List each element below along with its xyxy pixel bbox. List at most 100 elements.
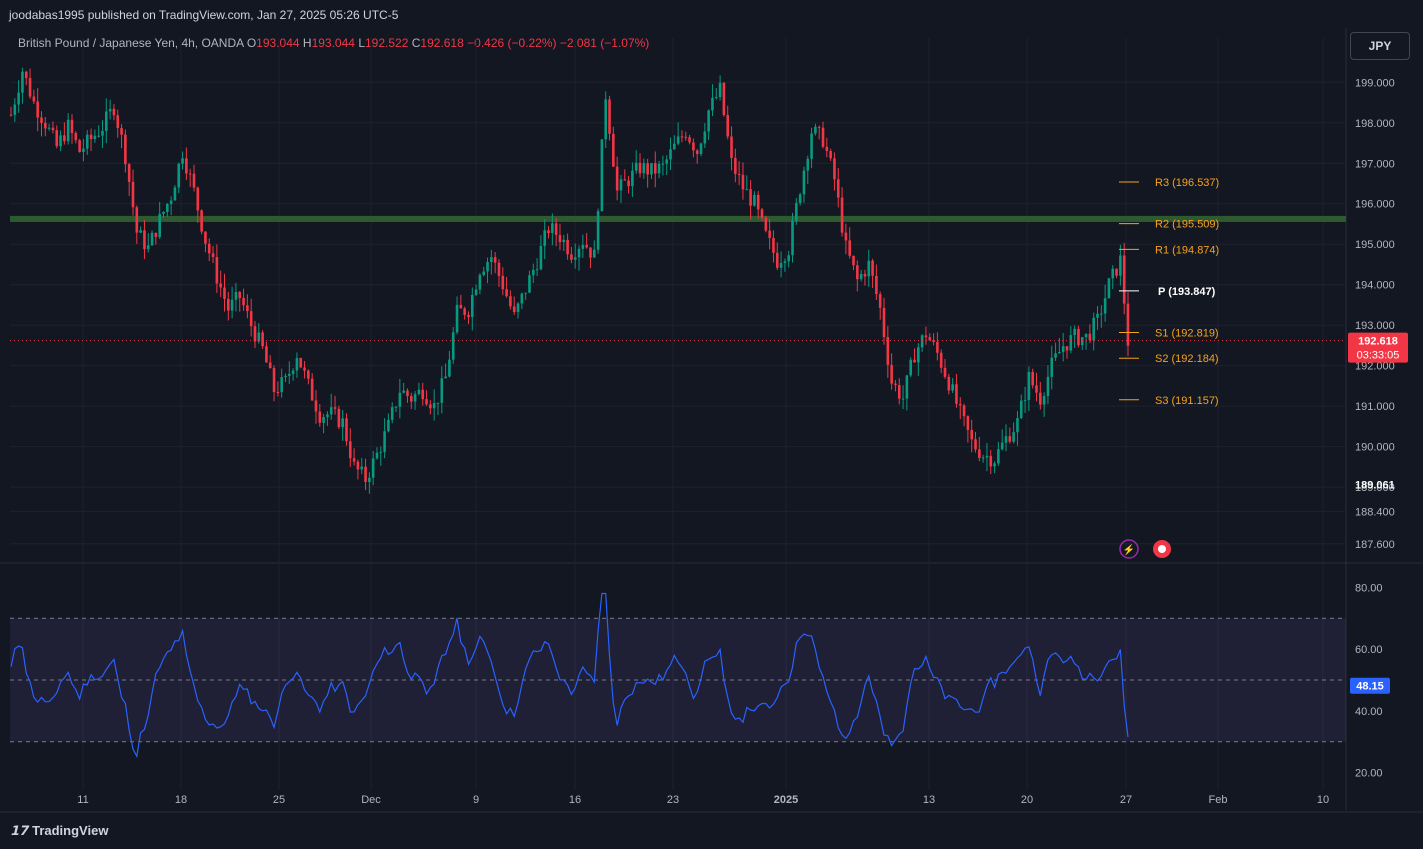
candle-body — [59, 135, 62, 147]
candle-body — [520, 293, 524, 304]
candle-body — [249, 311, 253, 327]
candle-body — [432, 403, 436, 409]
candle-body — [402, 390, 405, 393]
candle-body — [108, 108, 112, 112]
y-tick-label: 187.600 — [1355, 539, 1395, 551]
candle-body — [1115, 268, 1118, 276]
pivot-label: S3 (191.157) — [1155, 395, 1219, 407]
candle-body — [394, 406, 398, 408]
extra-price-label: 189.061 — [1355, 480, 1395, 492]
candle-body — [85, 134, 89, 149]
symbol-legend[interactable]: British Pound / Japanese Yen, 4h, OANDA … — [18, 36, 649, 50]
candle-body — [684, 136, 688, 138]
candle-body — [406, 390, 409, 397]
candle-body — [1004, 436, 1008, 443]
candle-body — [871, 260, 874, 276]
candle-body — [246, 305, 249, 312]
candle-body — [284, 375, 287, 378]
candle-body — [909, 359, 912, 376]
candle-body — [669, 149, 672, 160]
candle-body — [204, 231, 207, 244]
x-tick-label: Dec — [361, 794, 381, 806]
candle-body — [894, 383, 897, 386]
candle-body — [768, 230, 771, 238]
candle-body — [299, 358, 303, 368]
candle-body — [692, 142, 695, 151]
candle-body — [1088, 333, 1092, 341]
candle-body — [242, 297, 245, 306]
candle-body — [825, 146, 829, 152]
candle-body — [21, 71, 24, 93]
candle-body — [295, 358, 299, 371]
candle-body — [917, 347, 920, 363]
candle-body — [642, 163, 646, 174]
change-value-2: −2.081 (−1.07%) — [559, 36, 650, 50]
candle-body — [47, 127, 51, 129]
candle-body — [55, 130, 59, 147]
candle-body — [726, 114, 730, 137]
candle-body — [524, 292, 527, 294]
candle-body — [459, 304, 463, 309]
candle-body — [1100, 313, 1103, 315]
currency-button[interactable]: JPY — [1350, 32, 1410, 60]
candle-body — [1122, 255, 1126, 304]
candle-body — [322, 417, 325, 423]
candle-body — [291, 370, 295, 374]
candle-body — [1092, 317, 1095, 341]
candle-body — [592, 249, 596, 258]
candle-body — [223, 287, 226, 299]
candle-body — [1031, 371, 1034, 386]
candle-body — [631, 170, 634, 187]
candle-body — [1126, 303, 1130, 346]
candle-body — [798, 194, 802, 203]
candle-body — [936, 341, 939, 353]
candle-body — [166, 203, 169, 212]
candle-body — [13, 104, 17, 115]
candle-body — [604, 99, 608, 140]
candle-body — [318, 411, 322, 423]
candle-body — [932, 340, 935, 342]
candle-body — [699, 143, 703, 155]
candle-body — [852, 255, 855, 266]
candle-body — [878, 294, 882, 308]
candles — [9, 67, 1130, 494]
candle-body — [1035, 385, 1038, 393]
brand[interactable]: 𝟭𝟳 TradingView — [10, 823, 108, 839]
y-tick-label: 198.000 — [1355, 118, 1395, 130]
candle-body — [1065, 346, 1069, 351]
candle-body — [970, 429, 973, 440]
candle-body — [131, 181, 135, 208]
candle-body — [608, 99, 611, 134]
candle-body — [82, 148, 85, 153]
candle-body — [543, 230, 547, 246]
candle-body — [444, 376, 447, 379]
candle-body — [516, 303, 520, 312]
candle-body — [997, 449, 1000, 464]
candle-body — [360, 466, 364, 470]
candle-body — [665, 159, 669, 164]
y-tick-label: 193.000 — [1355, 320, 1395, 332]
candle-body — [482, 271, 486, 276]
candle-body — [897, 385, 901, 399]
candle-body — [51, 127, 55, 131]
candle-body — [775, 252, 779, 268]
y-tick-label: 191.000 — [1355, 401, 1395, 413]
candle-body — [638, 162, 642, 174]
candle-body — [28, 78, 32, 97]
candle-body — [955, 384, 958, 404]
candle-body — [634, 162, 638, 171]
candle-body — [802, 170, 806, 195]
candle-body — [745, 189, 749, 191]
x-tick-label: 10 — [1317, 794, 1329, 806]
candle-body — [913, 359, 916, 363]
candle-body — [646, 163, 649, 175]
candle-body — [623, 179, 627, 181]
candle-body — [650, 163, 653, 175]
candle-body — [478, 275, 482, 290]
candle-body — [307, 370, 310, 379]
candle-body — [615, 166, 619, 191]
candle-body — [24, 71, 28, 79]
x-tick-label: 11 — [77, 794, 88, 806]
candle-body — [1039, 392, 1042, 405]
